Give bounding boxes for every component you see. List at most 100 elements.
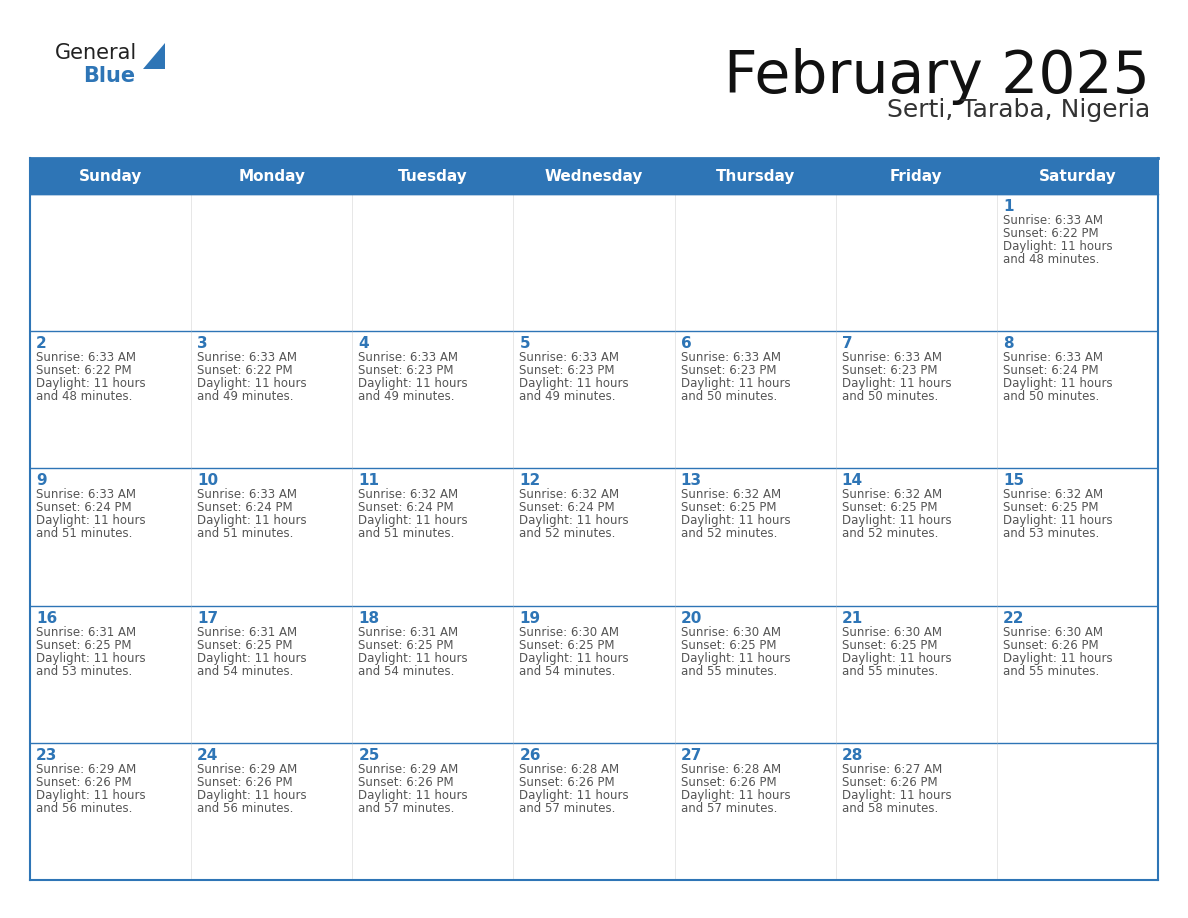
Bar xyxy=(513,468,675,606)
Text: and 56 minutes.: and 56 minutes. xyxy=(197,801,293,815)
Bar xyxy=(513,743,675,880)
Text: Daylight: 11 hours: Daylight: 11 hours xyxy=(842,652,952,665)
Text: 12: 12 xyxy=(519,474,541,488)
Text: Daylight: 11 hours: Daylight: 11 hours xyxy=(681,514,790,528)
Text: Sunrise: 6:30 AM: Sunrise: 6:30 AM xyxy=(519,625,619,639)
Text: Sunrise: 6:33 AM: Sunrise: 6:33 AM xyxy=(842,352,942,364)
Bar xyxy=(353,331,513,468)
Text: Sunrise: 6:32 AM: Sunrise: 6:32 AM xyxy=(519,488,620,501)
Text: Sunrise: 6:33 AM: Sunrise: 6:33 AM xyxy=(681,352,781,364)
Text: and 51 minutes.: and 51 minutes. xyxy=(197,528,293,541)
Bar xyxy=(353,158,513,194)
Text: 4: 4 xyxy=(359,336,369,352)
Text: 1: 1 xyxy=(1003,199,1013,214)
Text: Sunset: 6:25 PM: Sunset: 6:25 PM xyxy=(842,639,937,652)
Text: Sunrise: 6:31 AM: Sunrise: 6:31 AM xyxy=(197,625,297,639)
Text: Daylight: 11 hours: Daylight: 11 hours xyxy=(359,377,468,390)
Text: and 55 minutes.: and 55 minutes. xyxy=(842,665,939,677)
Bar xyxy=(30,606,191,743)
Bar xyxy=(997,194,1158,331)
Text: and 57 minutes.: and 57 minutes. xyxy=(359,801,455,815)
Text: and 48 minutes.: and 48 minutes. xyxy=(36,390,132,403)
Text: Sunset: 6:26 PM: Sunset: 6:26 PM xyxy=(1003,639,1099,652)
Text: Monday: Monday xyxy=(239,169,305,184)
Text: Daylight: 11 hours: Daylight: 11 hours xyxy=(842,377,952,390)
Text: 5: 5 xyxy=(519,336,530,352)
Text: Sunset: 6:23 PM: Sunset: 6:23 PM xyxy=(519,364,615,377)
Bar xyxy=(835,194,997,331)
Text: Sunrise: 6:29 AM: Sunrise: 6:29 AM xyxy=(197,763,297,776)
Text: February 2025: February 2025 xyxy=(725,48,1150,105)
Bar xyxy=(835,743,997,880)
Text: Sunset: 6:26 PM: Sunset: 6:26 PM xyxy=(519,776,615,789)
Bar xyxy=(353,743,513,880)
Text: Daylight: 11 hours: Daylight: 11 hours xyxy=(1003,240,1112,253)
Text: and 58 minutes.: and 58 minutes. xyxy=(842,801,939,815)
Bar xyxy=(513,606,675,743)
Text: Sunrise: 6:33 AM: Sunrise: 6:33 AM xyxy=(1003,352,1102,364)
Text: Sunset: 6:23 PM: Sunset: 6:23 PM xyxy=(359,364,454,377)
Text: and 51 minutes.: and 51 minutes. xyxy=(36,528,132,541)
Text: Friday: Friday xyxy=(890,169,942,184)
Text: Sunset: 6:24 PM: Sunset: 6:24 PM xyxy=(359,501,454,514)
Bar xyxy=(30,194,191,331)
Text: Daylight: 11 hours: Daylight: 11 hours xyxy=(359,652,468,665)
Bar xyxy=(30,468,191,606)
Text: Sunrise: 6:30 AM: Sunrise: 6:30 AM xyxy=(681,625,781,639)
Bar xyxy=(835,158,997,194)
Text: Sunrise: 6:30 AM: Sunrise: 6:30 AM xyxy=(842,625,942,639)
Text: and 50 minutes.: and 50 minutes. xyxy=(842,390,939,403)
Text: Sunset: 6:25 PM: Sunset: 6:25 PM xyxy=(681,639,776,652)
Bar xyxy=(997,606,1158,743)
Text: 27: 27 xyxy=(681,748,702,763)
Text: Daylight: 11 hours: Daylight: 11 hours xyxy=(681,789,790,801)
Text: Daylight: 11 hours: Daylight: 11 hours xyxy=(519,652,630,665)
Text: Sunrise: 6:33 AM: Sunrise: 6:33 AM xyxy=(519,352,619,364)
Text: Daylight: 11 hours: Daylight: 11 hours xyxy=(1003,652,1112,665)
Bar xyxy=(30,331,191,468)
Text: Daylight: 11 hours: Daylight: 11 hours xyxy=(359,789,468,801)
Text: 21: 21 xyxy=(842,610,862,625)
Text: Sunrise: 6:33 AM: Sunrise: 6:33 AM xyxy=(1003,214,1102,227)
Text: 19: 19 xyxy=(519,610,541,625)
Text: Daylight: 11 hours: Daylight: 11 hours xyxy=(36,377,146,390)
Text: 6: 6 xyxy=(681,336,691,352)
Text: and 52 minutes.: and 52 minutes. xyxy=(519,528,615,541)
Text: Wednesday: Wednesday xyxy=(545,169,643,184)
Text: and 57 minutes.: and 57 minutes. xyxy=(681,801,777,815)
Text: Daylight: 11 hours: Daylight: 11 hours xyxy=(842,789,952,801)
Bar xyxy=(353,468,513,606)
Bar xyxy=(513,194,675,331)
Bar xyxy=(30,158,191,194)
Bar xyxy=(835,606,997,743)
Text: and 57 minutes.: and 57 minutes. xyxy=(519,801,615,815)
Bar xyxy=(191,743,353,880)
Text: Sunrise: 6:33 AM: Sunrise: 6:33 AM xyxy=(36,352,135,364)
Text: Sunset: 6:22 PM: Sunset: 6:22 PM xyxy=(197,364,292,377)
Text: Sunset: 6:25 PM: Sunset: 6:25 PM xyxy=(681,501,776,514)
Text: Sunset: 6:24 PM: Sunset: 6:24 PM xyxy=(1003,364,1099,377)
Text: 28: 28 xyxy=(842,748,864,763)
Text: Sunrise: 6:32 AM: Sunrise: 6:32 AM xyxy=(1003,488,1102,501)
Text: 10: 10 xyxy=(197,474,219,488)
Text: 23: 23 xyxy=(36,748,57,763)
Text: Sunset: 6:26 PM: Sunset: 6:26 PM xyxy=(197,776,292,789)
Bar xyxy=(191,158,353,194)
Text: Saturday: Saturday xyxy=(1038,169,1117,184)
Text: and 54 minutes.: and 54 minutes. xyxy=(359,665,455,677)
Bar xyxy=(675,158,835,194)
Text: Sunset: 6:26 PM: Sunset: 6:26 PM xyxy=(842,776,937,789)
Text: 14: 14 xyxy=(842,474,862,488)
Bar xyxy=(191,468,353,606)
Text: Sunrise: 6:33 AM: Sunrise: 6:33 AM xyxy=(197,488,297,501)
Text: Sunset: 6:25 PM: Sunset: 6:25 PM xyxy=(36,639,132,652)
Text: Tuesday: Tuesday xyxy=(398,169,468,184)
Text: Sunrise: 6:31 AM: Sunrise: 6:31 AM xyxy=(36,625,137,639)
Bar xyxy=(997,331,1158,468)
Text: and 49 minutes.: and 49 minutes. xyxy=(359,390,455,403)
Text: and 49 minutes.: and 49 minutes. xyxy=(519,390,615,403)
Text: Thursday: Thursday xyxy=(715,169,795,184)
Text: 18: 18 xyxy=(359,610,379,625)
Text: Sunset: 6:25 PM: Sunset: 6:25 PM xyxy=(519,639,615,652)
Bar xyxy=(675,606,835,743)
